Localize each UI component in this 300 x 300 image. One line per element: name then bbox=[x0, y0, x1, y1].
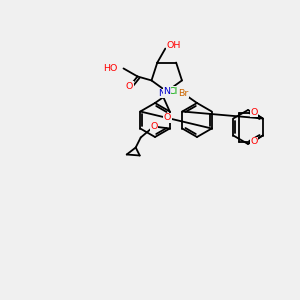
Text: Br: Br bbox=[178, 88, 188, 98]
Text: N: N bbox=[163, 87, 170, 96]
Text: N: N bbox=[158, 89, 165, 98]
Text: O: O bbox=[126, 82, 133, 91]
Text: O: O bbox=[150, 122, 158, 131]
Text: HO: HO bbox=[103, 64, 118, 73]
Text: O: O bbox=[250, 108, 257, 117]
Text: O: O bbox=[250, 137, 257, 146]
Text: O: O bbox=[164, 113, 171, 122]
Text: OH: OH bbox=[166, 41, 181, 50]
Text: Cl: Cl bbox=[168, 86, 178, 95]
